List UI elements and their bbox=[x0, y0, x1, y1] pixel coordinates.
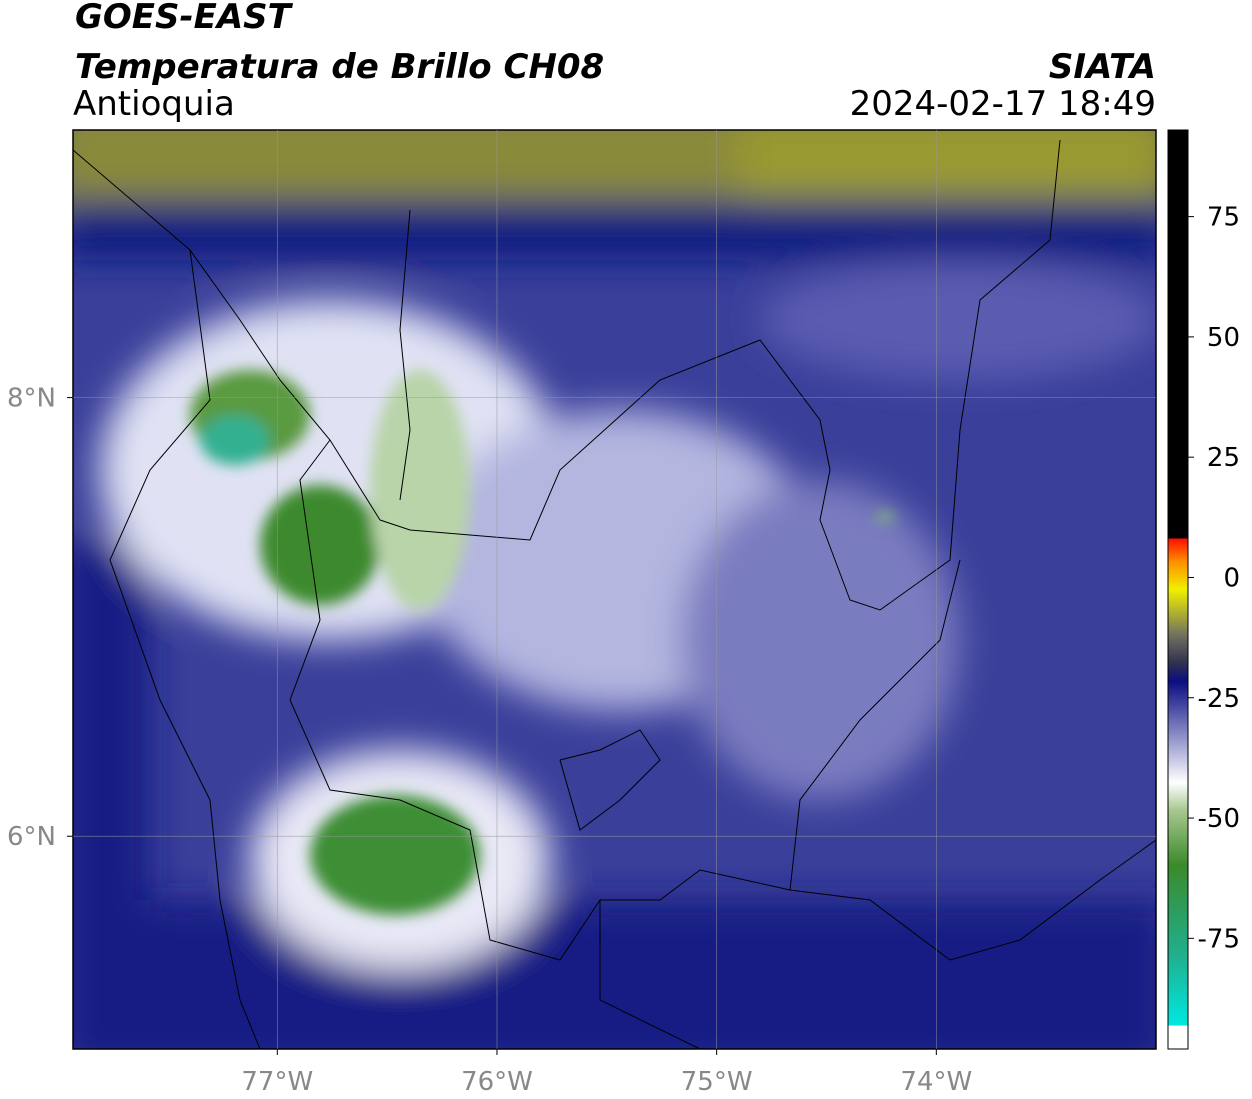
datetime: 2024-02-17 18:49 bbox=[850, 84, 1156, 124]
colorbar-tick-label: -75 bbox=[1198, 924, 1240, 954]
borders bbox=[73, 139, 1156, 1049]
colorbar bbox=[1167, 129, 1189, 1050]
subtitle: Temperatura de Brillo CH08 bbox=[75, 47, 604, 87]
x-tick-label: 74°W bbox=[900, 1067, 972, 1097]
y-tick-label: 6°N bbox=[7, 822, 56, 852]
region: Antioquia bbox=[73, 84, 235, 124]
source: SIATA bbox=[1049, 47, 1156, 87]
x-tick-label: 77°W bbox=[241, 1067, 313, 1097]
header: GOES-EAST Temperatura de Brillo CH08 Ant… bbox=[73, 0, 1156, 124]
colorbar-tick-label: 50 bbox=[1207, 323, 1240, 353]
colorbar-tick-label: 75 bbox=[1207, 203, 1240, 233]
x-tick-label: 76°W bbox=[461, 1067, 533, 1097]
colorbar-tick-label: -50 bbox=[1198, 804, 1240, 834]
colorbar-tick-label: -25 bbox=[1198, 684, 1240, 714]
map-frame bbox=[72, 129, 1157, 1050]
y-tick-label: 8°N bbox=[7, 384, 56, 414]
title: GOES-EAST bbox=[75, 0, 294, 37]
x-tick-label: 75°W bbox=[681, 1067, 753, 1097]
colorbar-tick-label: 0 bbox=[1223, 563, 1240, 593]
satellite-image bbox=[73, 130, 1156, 1049]
colorbar-tick-label: 25 bbox=[1207, 443, 1240, 473]
